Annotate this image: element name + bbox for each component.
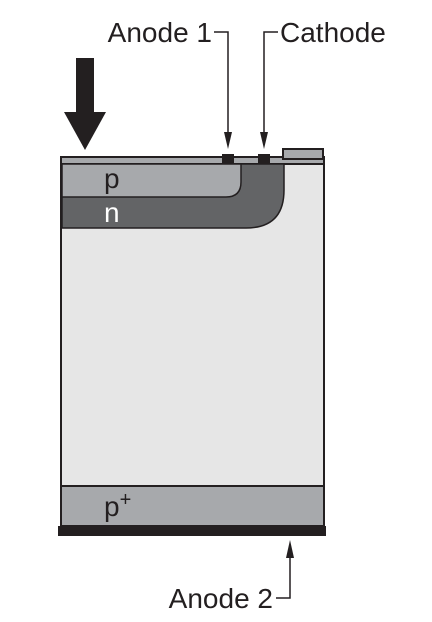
n-region-label: n — [104, 197, 120, 228]
pplus-base-text: p — [104, 491, 120, 522]
pplus-region-label: p+ — [104, 489, 131, 522]
pplus-region — [60, 485, 325, 527]
bottom-metal-contact — [58, 526, 326, 536]
p-region-label: p — [104, 163, 120, 194]
anode2-label: Anode 2 — [169, 583, 273, 614]
top-right-metal-pad — [282, 148, 324, 160]
cathode-contact — [258, 154, 270, 164]
anode1-label: Anode 1 — [108, 17, 212, 48]
anode2-leader — [276, 540, 294, 599]
anode1-contact — [222, 154, 234, 164]
down-arrow-icon — [64, 58, 106, 150]
pplus-superscript: + — [120, 489, 132, 511]
cathode-leader — [260, 31, 278, 149]
cathode-label: Cathode — [280, 17, 386, 48]
anode1-leader — [214, 31, 232, 149]
p-region — [61, 163, 242, 198]
